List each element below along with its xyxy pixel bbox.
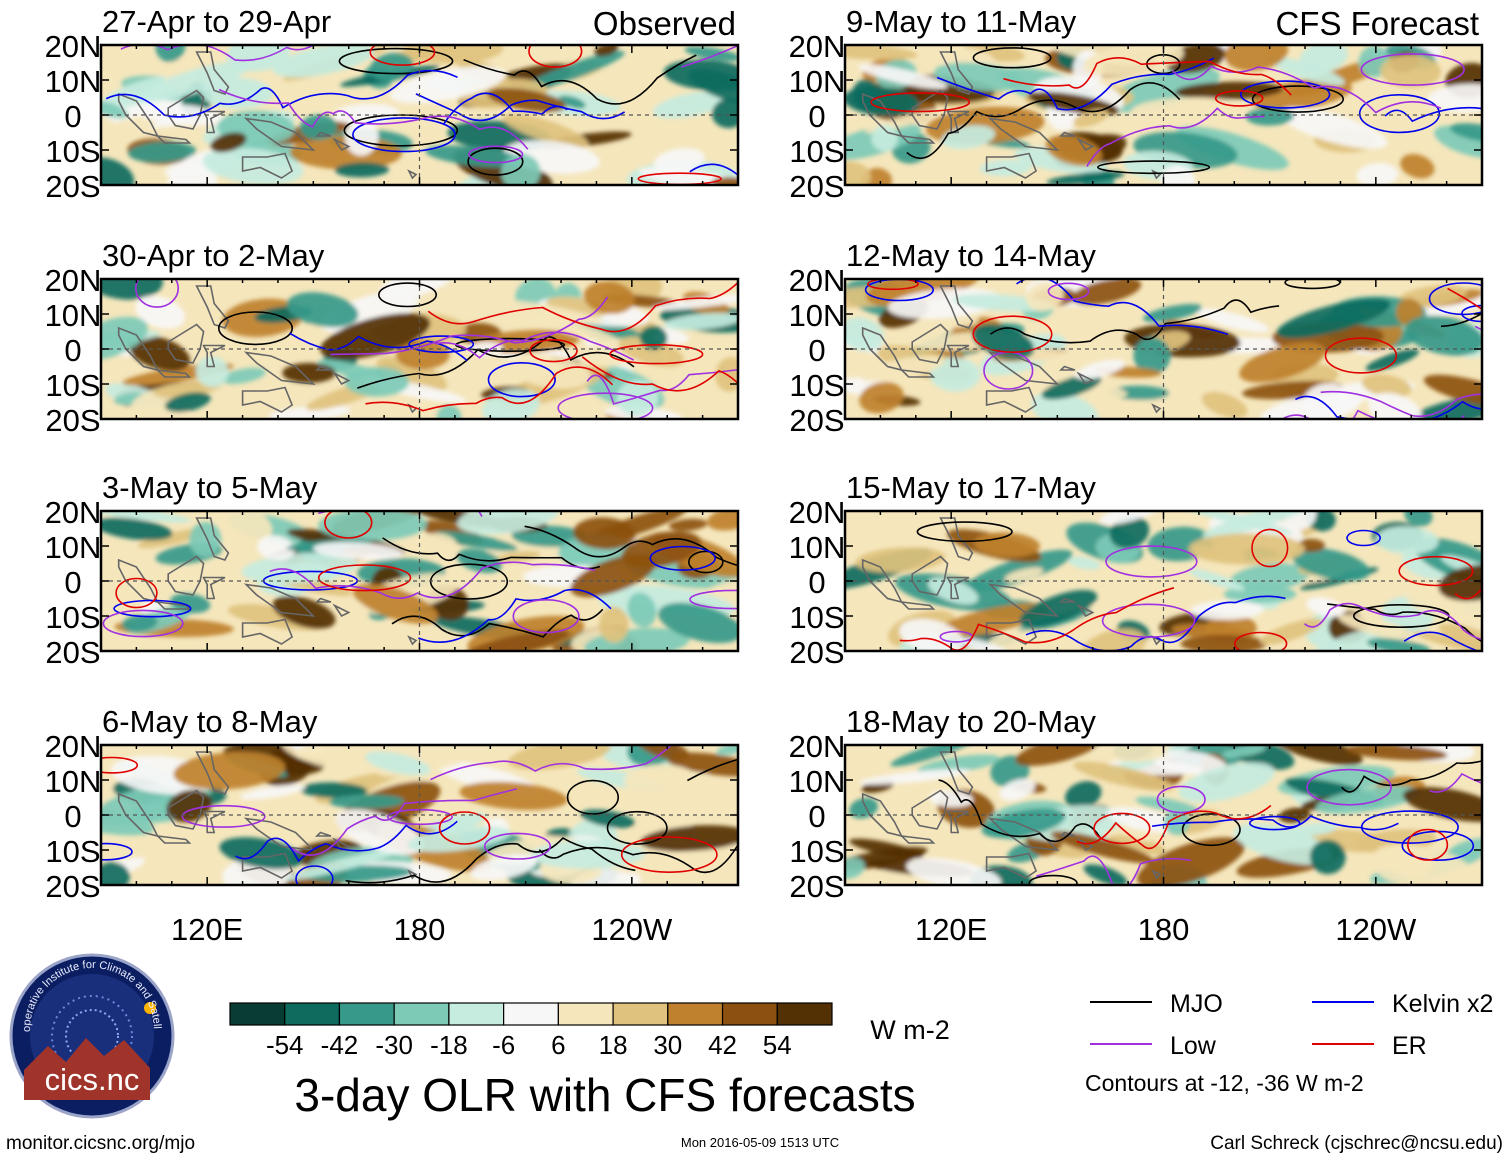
lat-tick-label: 20N: [789, 263, 846, 298]
panel-period: 9-May to 11-May: [846, 4, 1077, 39]
lon-tick-label: 120W: [591, 912, 673, 947]
lat-tick-label: 10S: [789, 368, 844, 403]
colorbar-bin: [449, 1003, 504, 1025]
panel-period: 27-Apr to 29-Apr: [102, 4, 331, 39]
panel-period: 6-May to 8-May: [102, 704, 318, 739]
colorbar-bin: [394, 1003, 449, 1025]
lat-tick-label: 10S: [789, 600, 844, 635]
lat-tick-label: 20S: [789, 403, 844, 438]
lat-tick-label: 20N: [45, 29, 102, 64]
colorbar-level-label: 18: [599, 1030, 628, 1060]
lat-tick-label: 10N: [45, 530, 102, 565]
lat-tick-label: 20S: [45, 403, 100, 438]
colorbar-bin: [504, 1003, 559, 1025]
lat-tick-label: 20S: [45, 869, 100, 904]
lat-tick-label: 20N: [45, 495, 102, 530]
panel-period: 18-May to 20-May: [846, 704, 1096, 739]
logo-text: cics.nc: [45, 1062, 140, 1097]
colorbar-bin: [668, 1003, 723, 1025]
colorbar-bin: [285, 1003, 340, 1025]
colorbar-level-label: -18: [430, 1030, 468, 1060]
lat-tick-label: 10N: [45, 298, 102, 333]
lat-tick-label: 20S: [45, 635, 100, 670]
lat-tick-label: 10S: [45, 368, 100, 403]
lon-tick-label: 120E: [171, 912, 243, 947]
colorbar: -54 -42 -30 -18 -6 6 18 30 42 54: [230, 1003, 832, 1060]
panel-period: 15-May to 17-May: [846, 470, 1096, 505]
lat-tick-label: 0: [64, 333, 81, 368]
lat-tick-label: 20N: [45, 729, 102, 764]
lon-tick-label: 120W: [1335, 912, 1417, 947]
colorbar-units: W m-2: [870, 1015, 949, 1045]
lat-tick-label: 10S: [45, 600, 100, 635]
lat-tick-label: 0: [808, 565, 825, 600]
colorbar-level-label: -42: [321, 1030, 359, 1060]
colorbar-level-label: -54: [266, 1030, 304, 1060]
legend-label-kelvin: Kelvin x2: [1392, 990, 1493, 1018]
lon-tick-label: 180: [394, 912, 446, 947]
legend-label-mjo: MJO: [1170, 990, 1223, 1018]
colorbar-level-label: -6: [492, 1030, 515, 1060]
lon-tick-label: 180: [1138, 912, 1190, 947]
panel-period: 3-May to 5-May: [102, 470, 318, 505]
colorbar-level-label: -30: [375, 1030, 413, 1060]
footer-timestamp: Mon 2016-05-09 1513 UTC: [681, 1135, 839, 1150]
colorbar-bin: [230, 1003, 285, 1025]
header-observed: Observed: [593, 5, 736, 42]
colorbar-level-label: 42: [708, 1030, 737, 1060]
lat-tick-label: 20S: [789, 635, 844, 670]
colorbar-level-label: 30: [653, 1030, 682, 1060]
panel-period: 30-Apr to 2-May: [102, 238, 325, 273]
lat-tick-label: 20N: [789, 729, 846, 764]
lat-tick-label: 0: [64, 99, 81, 134]
main-title: 3-day OLR with CFS forecasts: [294, 1069, 915, 1121]
legend-label-low: Low: [1170, 1032, 1217, 1060]
legend-label-er: ER: [1392, 1032, 1427, 1060]
lat-tick-label: 10N: [789, 764, 846, 799]
lat-tick-label: 10S: [789, 834, 844, 869]
lat-tick-label: 20N: [45, 263, 102, 298]
lat-tick-label: 10S: [45, 134, 100, 169]
lon-tick-label: 120E: [915, 912, 987, 947]
colorbar-level-label: 6: [551, 1030, 565, 1060]
lat-tick-label: 10N: [789, 298, 846, 333]
lat-tick-label: 20N: [789, 29, 846, 64]
panel-period: 12-May to 14-May: [846, 238, 1096, 273]
footer-url: monitor.cicsnc.org/mjo: [6, 1133, 195, 1154]
lat-tick-label: 10N: [789, 530, 846, 565]
lat-tick-label: 20S: [789, 169, 844, 204]
colorbar-bin: [777, 1003, 832, 1025]
lat-tick-label: 0: [808, 799, 825, 834]
header-forecast: CFS Forecast: [1275, 5, 1479, 42]
legend: MJO Kelvin x2 Low ER Contours at -12, -3…: [1085, 990, 1493, 1096]
lat-tick-label: 10S: [45, 834, 100, 869]
colorbar-bin: [339, 1003, 394, 1025]
lat-tick-label: 20N: [789, 495, 846, 530]
lat-tick-label: 10N: [45, 64, 102, 99]
contour-note: Contours at -12, -36 W m-2: [1085, 1070, 1364, 1096]
lat-tick-label: 10N: [789, 64, 846, 99]
lat-tick-label: 0: [64, 799, 81, 834]
colorbar-level-label: 54: [763, 1030, 792, 1060]
lat-tick-label: 20S: [789, 869, 844, 904]
footer-credit: Carl Schreck (cjschrec@ncsu.edu): [1210, 1133, 1503, 1154]
lat-tick-label: 0: [808, 99, 825, 134]
lat-tick-label: 10N: [45, 764, 102, 799]
lat-tick-label: 10S: [789, 134, 844, 169]
lat-tick-label: 0: [808, 333, 825, 368]
colorbar-bin: [613, 1003, 668, 1025]
colorbar-bin: [723, 1003, 778, 1025]
lat-tick-label: 20S: [45, 169, 100, 204]
lat-tick-label: 0: [64, 565, 81, 600]
colorbar-bin: [558, 1003, 613, 1025]
